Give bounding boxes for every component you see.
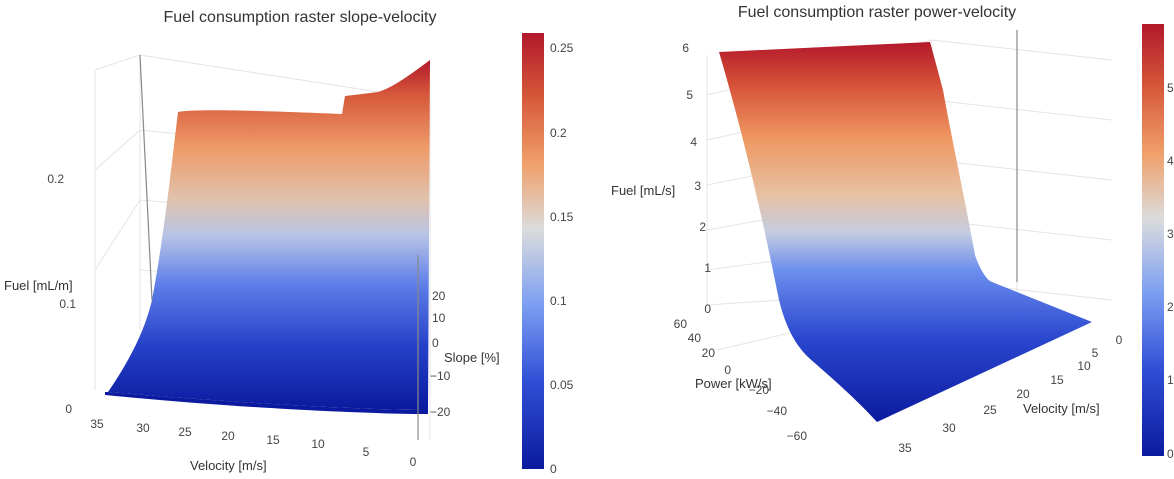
z-axis-title: Fuel [mL/m] <box>4 278 73 293</box>
z-tick: 1 <box>704 261 711 275</box>
x-axis: 35 30 25 20 15 10 5 0 Velocity [m/s] <box>898 333 1122 455</box>
surface <box>719 42 1092 422</box>
colorbar: 5 4 3 2 1 0 <box>1142 24 1174 461</box>
x-tick: 20 <box>221 429 235 443</box>
y-tick: 60 <box>674 317 688 331</box>
colorbar-tick: 0.1 <box>550 294 567 308</box>
y-axis-title: Slope [%] <box>444 350 500 365</box>
y-tick: −60 <box>787 429 808 443</box>
y-axis: 20 10 0 −10 −20 Slope [%] <box>430 289 500 419</box>
z-tick: 6 <box>682 41 689 55</box>
colorbar-tick: 0.2 <box>550 126 567 140</box>
surface <box>105 60 430 414</box>
x-tick: 10 <box>311 437 325 451</box>
colorbar-tick: 0.25 <box>550 41 574 55</box>
chart-slope-velocity-svg: Fuel consumption raster slope-velocity 0… <box>4 9 574 476</box>
y-tick: −20 <box>749 383 770 397</box>
colorbar: 0.25 0.2 0.15 0.1 0.05 0 <box>522 33 574 476</box>
y-tick: 40 <box>688 331 702 345</box>
y-axis-title: Power [kW/s] <box>695 376 772 391</box>
colorbar-tick: 1 <box>1167 373 1174 387</box>
z-axis: 0 0.1 0.2 Fuel [mL/m] <box>4 172 76 416</box>
x-tick: 25 <box>178 425 192 439</box>
x-tick: 35 <box>898 441 912 455</box>
colorbar-tick: 2 <box>1167 300 1174 314</box>
x-tick: 15 <box>1050 373 1064 387</box>
z-tick: 0.2 <box>47 172 64 186</box>
y-tick: 20 <box>432 289 446 303</box>
z-axis-line <box>139 54 153 301</box>
colorbar-tick: 0.05 <box>550 378 574 392</box>
z-tick: 5 <box>686 88 693 102</box>
chart-power-velocity: Fuel consumption raster power-velocity <box>587 0 1174 479</box>
colorbar-gradient <box>522 33 544 469</box>
colorbar-tick: 0.15 <box>550 210 574 224</box>
chart-title: Fuel consumption raster power-velocity <box>738 4 1016 21</box>
colorbar-tick: 3 <box>1167 227 1174 241</box>
z-axis: 0 1 2 3 4 5 6 Fuel [mL/s] <box>611 41 711 316</box>
z-tick: 0.1 <box>59 297 76 311</box>
colorbar-gradient <box>1142 24 1164 456</box>
x-axis-title: Velocity [m/s] <box>1023 401 1100 416</box>
y-tick: 10 <box>432 311 446 325</box>
x-tick: 15 <box>266 433 280 447</box>
z-tick: 0 <box>704 302 711 316</box>
chart-power-velocity-svg: Fuel consumption raster power-velocity <box>611 4 1174 461</box>
x-tick: 35 <box>90 417 104 431</box>
x-tick: 30 <box>942 421 956 435</box>
chart-title: Fuel consumption raster slope-velocity <box>163 9 436 26</box>
y-tick: 0 <box>432 336 439 350</box>
x-axis-title: Velocity [m/s] <box>190 458 267 473</box>
colorbar-tick: 0 <box>1167 447 1174 461</box>
x-axis: 35 30 25 20 15 10 5 0 Velocity [m/s] <box>90 417 416 473</box>
z-tick: 2 <box>699 220 706 234</box>
y-axis: 60 40 20 0 −20 −40 −60 Power [kW/s] <box>674 317 808 443</box>
y-tick: −10 <box>430 369 451 383</box>
x-tick: 5 <box>1092 346 1099 360</box>
colorbar-tick: 4 <box>1167 154 1174 168</box>
x-tick: 10 <box>1077 359 1091 373</box>
y-tick: −40 <box>767 404 788 418</box>
z-tick: 0 <box>65 402 72 416</box>
colorbar-tick: 5 <box>1167 81 1174 95</box>
y-tick: −20 <box>430 405 451 419</box>
x-tick: 20 <box>1016 387 1030 401</box>
x-tick: 5 <box>363 445 370 459</box>
z-tick: 3 <box>694 179 701 193</box>
x-tick: 0 <box>410 455 417 469</box>
x-tick: 25 <box>983 403 997 417</box>
z-tick: 4 <box>690 135 697 149</box>
z-axis-title: Fuel [mL/s] <box>611 183 675 198</box>
x-tick: 0 <box>1116 333 1123 347</box>
y-tick: 0 <box>724 363 731 377</box>
y-tick: 20 <box>702 346 716 360</box>
colorbar-tick: 0 <box>550 462 557 476</box>
x-tick: 30 <box>136 421 150 435</box>
chart-slope-velocity: Fuel consumption raster slope-velocity 0… <box>4 9 574 476</box>
